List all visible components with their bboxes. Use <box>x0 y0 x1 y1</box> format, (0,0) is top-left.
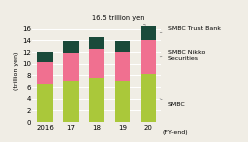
Bar <box>115 52 130 81</box>
Bar <box>37 62 53 84</box>
Y-axis label: (trillion yen): (trillion yen) <box>14 52 19 90</box>
Bar <box>37 52 53 62</box>
Bar <box>141 74 156 122</box>
Text: SMBC Trust Bank: SMBC Trust Bank <box>160 26 221 33</box>
Text: (FY-end): (FY-end) <box>162 130 188 135</box>
Text: SMBC Nikko
Securities: SMBC Nikko Securities <box>160 50 205 61</box>
Bar <box>141 26 156 40</box>
Bar <box>115 81 130 122</box>
Bar <box>63 41 79 53</box>
Bar <box>37 84 53 122</box>
Bar <box>63 53 79 81</box>
Bar <box>115 41 130 52</box>
Bar <box>89 49 104 78</box>
Bar <box>141 40 156 74</box>
Bar <box>63 81 79 122</box>
Text: 16.5 trillion yen: 16.5 trillion yen <box>92 15 146 25</box>
Bar <box>89 37 104 49</box>
Bar <box>89 78 104 122</box>
Text: SMBC: SMBC <box>160 99 186 107</box>
